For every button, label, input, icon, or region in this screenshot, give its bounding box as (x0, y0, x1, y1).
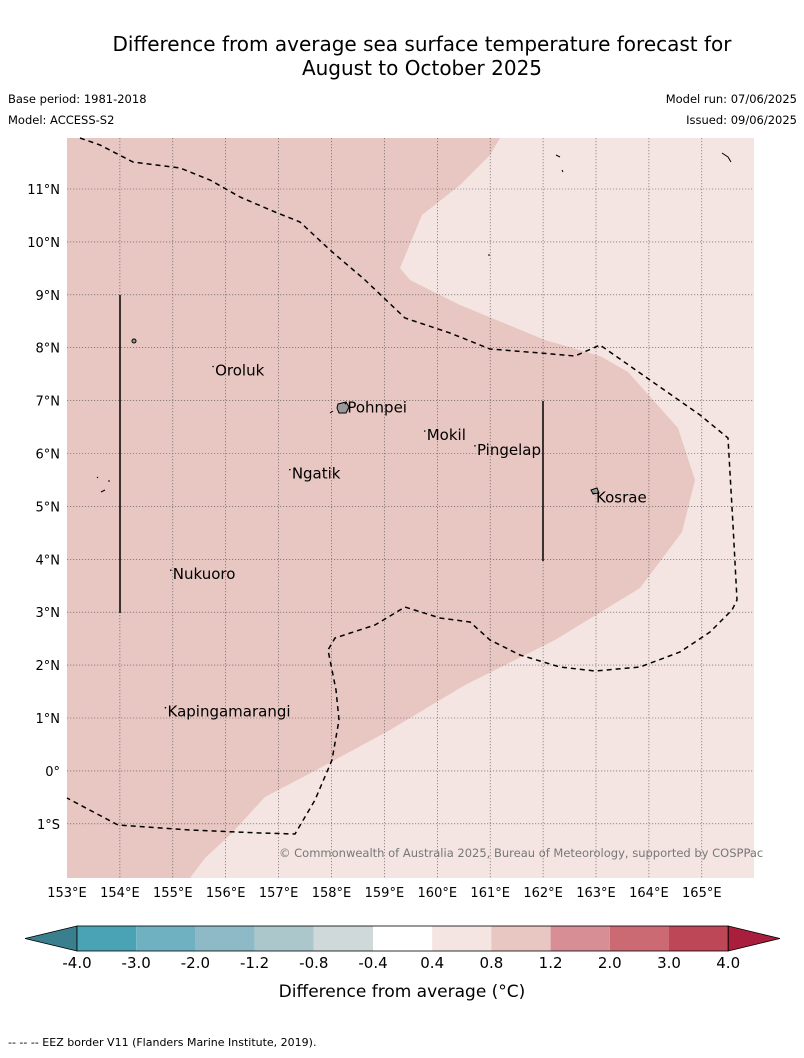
lat-tick-label: 3°N (36, 606, 61, 621)
colorbar-tick-label: -0.8 (299, 954, 328, 972)
eez-footnote: -- -- -- EEZ border V11 (Flanders Marine… (8, 1036, 317, 1049)
lon-tick-label: 163°E (576, 886, 616, 901)
colorbar-tick-label: -1.2 (240, 954, 269, 972)
colorbar-segment (432, 926, 492, 951)
issued-date: Issued: 09/06/2025 (686, 113, 797, 127)
place-marker (289, 468, 291, 471)
colorbar-segment (373, 926, 433, 951)
copyright-notice: © Commonwealth of Australia 2025, Bureau… (279, 846, 763, 860)
colorbar-extend-low (24, 925, 78, 952)
eez-border (66, 137, 738, 835)
colorbar-segment (136, 926, 196, 951)
lon-tick-label: 161°E (470, 886, 510, 901)
small-island (131, 338, 137, 344)
colorbar-outline (76, 925, 729, 952)
sst-anomaly-map: Oroluk Pohnpei Mokil Pingelap Ngatik Kosrae Nu… (27, 137, 763, 901)
colorbar-label: Difference from average (°C) (279, 982, 526, 1002)
kosrae-island (590, 487, 600, 495)
lat-tick-label: 1°S (37, 818, 60, 833)
colorbar-tick-label: 3.0 (657, 954, 681, 972)
lat-tick-label: 0° (45, 765, 60, 780)
colorbar-segment (195, 926, 255, 951)
base-period: Base period: 1981-2018 (8, 92, 147, 106)
anomaly-band-0.8-1.2 (67, 138, 695, 878)
place-label: Pingelap (477, 441, 541, 459)
colorbar-segment (313, 926, 373, 951)
lat-tick-label: 11°N (27, 183, 60, 198)
place-labels: Oroluk Pohnpei Mokil Pingelap Ngatik Kosrae Nu… (164, 362, 647, 721)
colorbar-segment (550, 926, 610, 951)
lon-tick-label: 156°E (206, 886, 246, 901)
colorbar-segment (491, 926, 551, 951)
lon-tick-label: 160°E (418, 886, 458, 901)
chart-title: Difference from average sea surface temp… (40, 32, 804, 80)
colorbar-segments (24, 925, 781, 952)
colorbar-segment (254, 926, 314, 951)
lon-tick-label: 153°E (47, 886, 87, 901)
place-label: Mokil (427, 426, 466, 444)
longitude-labels: 153°E 154°E 155°E 156°E 157°E 158°E 159°E 160°E… (47, 886, 721, 901)
lat-tick-label: 8°N (36, 342, 61, 357)
place-label: Kapingamarangi (168, 703, 291, 721)
colorbar-tick-label: 4.0 (716, 954, 740, 972)
colorbar-tick-label: 0.4 (420, 954, 444, 972)
title-line-2: August to October 2025 (301, 56, 543, 80)
colorbar-tick-label: -4.0 (62, 954, 91, 972)
lat-tick-label: 4°N (36, 553, 61, 568)
place-marker (593, 492, 595, 495)
title-line-1: Difference from average sea surface temp… (112, 32, 732, 56)
place-marker (170, 569, 172, 571)
place-label: Nukuoro (173, 565, 236, 583)
place-label: Pohnpei (347, 399, 407, 417)
colorbar-segment (77, 926, 137, 951)
place-label: Ngatik (292, 465, 341, 483)
lat-tick-label: 5°N (36, 500, 61, 515)
islands (96, 152, 732, 495)
place-marker (474, 445, 476, 447)
place-label: Kosrae (596, 488, 647, 506)
colorbar-tick-label: 2.0 (598, 954, 622, 972)
reef-marks (96, 152, 732, 493)
pohnpei-island (336, 401, 350, 414)
colorbar-ticks: -4.0 -3.0 -2.0 -1.2 -0.8 -0.4 0.4 0.8 1.2 2.0 3.0 4… (62, 954, 740, 972)
place-label: Oroluk (215, 362, 264, 380)
lat-tick-label: 1°N (36, 712, 61, 727)
model-run-date: Model run: 07/06/2025 (665, 92, 797, 106)
lon-tick-label: 164°E (629, 886, 669, 901)
colorbar-segment (609, 926, 669, 951)
lat-tick-label: 10°N (27, 236, 60, 251)
colorbar-tick-label: 1.2 (539, 954, 563, 972)
lon-tick-label: 157°E (259, 886, 299, 901)
lon-tick-label: 159°E (365, 886, 405, 901)
colorbar: -4.0 -3.0 -2.0 -1.2 -0.8 -0.4 0.4 0.8 1.2 2.0 3.0 4… (24, 925, 781, 1002)
place-marker (212, 365, 214, 368)
lat-tick-label: 2°N (36, 659, 61, 674)
lon-tick-label: 165°E (682, 886, 722, 901)
model-name: Model: ACCESS-S2 (8, 113, 115, 127)
graticule (67, 138, 754, 878)
place-marker (344, 402, 347, 405)
colorbar-tick-label: -0.4 (358, 954, 387, 972)
colorbar-extend-high (727, 925, 781, 952)
colorbar-segment (669, 926, 729, 951)
colorbar-tick-label: -3.0 (122, 954, 151, 972)
lon-tick-label: 162°E (523, 886, 563, 901)
colorbar-tick-label: 0.8 (479, 954, 503, 972)
lon-tick-label: 154°E (100, 886, 140, 901)
lat-tick-label: 9°N (36, 289, 61, 304)
latitude-labels: 11°N 10°N 9°N 8°N 7°N 6°N 5°N 4°N 3°N 2°N 1°N 0° 1°S (27, 183, 60, 833)
place-marker (164, 706, 167, 709)
colorbar-tick-label: -2.0 (181, 954, 210, 972)
lat-tick-label: 7°N (36, 395, 61, 410)
place-marker (423, 430, 426, 432)
lon-tick-label: 158°E (312, 886, 352, 901)
lon-tick-label: 155°E (153, 886, 193, 901)
lat-tick-label: 6°N (36, 448, 61, 463)
